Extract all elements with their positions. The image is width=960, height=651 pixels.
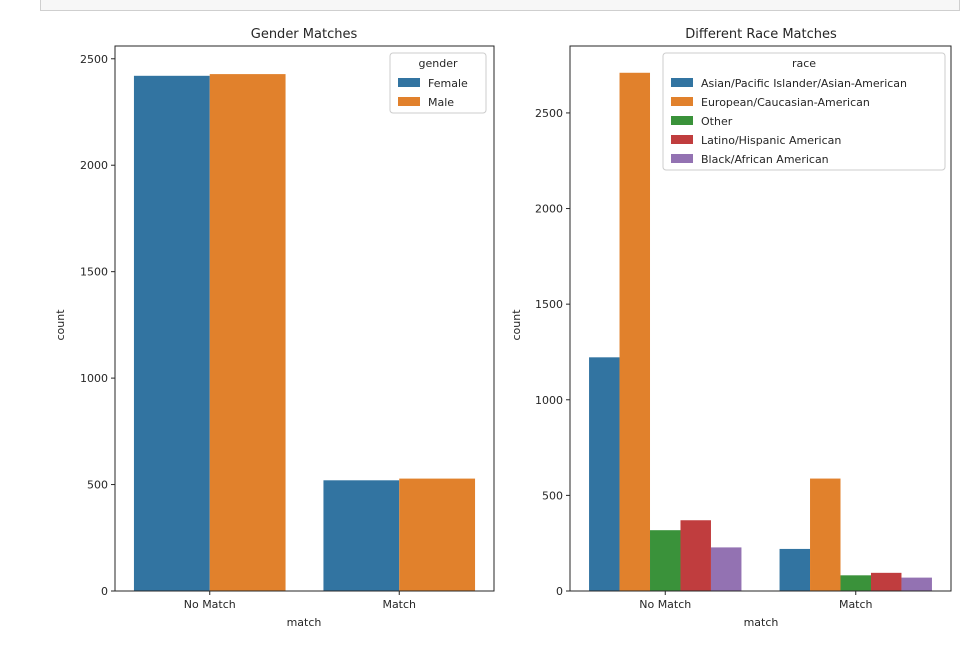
legend: gender Female Male [389, 52, 487, 114]
legend-label: Latino/Hispanic American [701, 134, 841, 147]
bar [779, 548, 811, 591]
legend-label: Black/African American [701, 153, 829, 166]
bar [619, 72, 651, 592]
chart-title: Different Race Matches [685, 27, 837, 42]
bar [323, 480, 400, 591]
y-tick-label: 2500 [80, 53, 108, 66]
bar [650, 530, 681, 591]
x-tick-label: Match [382, 598, 416, 611]
chart-title: Gender Matches [251, 27, 358, 42]
gender-matches-chart: Gender Matches match count 0 500 1000 1500 2… [54, 27, 495, 629]
legend-swatch [671, 116, 693, 125]
legend: race Asian/Pacific Islander/Asian-America… [662, 52, 946, 171]
x-tick-label: No Match [184, 598, 236, 611]
axes-frame [114, 45, 495, 592]
legend-label: European/Caucasian-American [701, 96, 870, 109]
y-tick-label: 0 [101, 585, 108, 598]
x-tick-label: Match [839, 598, 873, 611]
y-axis-label: count [510, 309, 523, 341]
bar [589, 357, 620, 591]
y-tick-label: 500 [542, 489, 563, 502]
bar [680, 520, 711, 591]
bar [209, 74, 286, 591]
y-tick-label: 2000 [535, 203, 563, 216]
x-axis-label: match [287, 616, 322, 629]
legend-swatch [671, 154, 693, 163]
y-tick-label: 1000 [80, 372, 108, 385]
bar [133, 75, 210, 591]
y-tick-label: 2500 [535, 107, 563, 120]
legend-title: gender [419, 57, 458, 70]
y-tick-label: 1500 [535, 298, 563, 311]
legend-label: Asian/Pacific Islander/Asian-American [701, 77, 907, 90]
bar [710, 547, 742, 591]
legend-swatch [671, 97, 693, 106]
race-matches-chart: Different Race Matches match count 0 500 1… [510, 27, 952, 629]
x-tick-label: No Match [639, 598, 691, 611]
y-tick-label: 2000 [80, 159, 108, 172]
bar [870, 572, 902, 591]
legend-swatch [671, 78, 693, 87]
y-tick-label: 1500 [80, 266, 108, 279]
legend-label: Female [428, 77, 468, 90]
y-tick-label: 500 [87, 479, 108, 492]
legend-label: Other [701, 115, 733, 128]
y-tick-label: 1000 [535, 394, 563, 407]
legend-swatch [398, 78, 420, 87]
legend-swatch [671, 135, 693, 144]
bar [901, 577, 932, 591]
y-axis-label: count [54, 309, 67, 341]
legend-box [662, 52, 946, 171]
legend-label: Male [428, 96, 454, 109]
bar [840, 575, 871, 591]
axes-frame [569, 45, 952, 592]
legend-swatch [398, 97, 420, 106]
legend-title: race [792, 57, 816, 70]
y-tick-label: 0 [556, 585, 563, 598]
bar [810, 478, 841, 591]
bar [399, 478, 476, 591]
x-axis-label: match [744, 616, 779, 629]
